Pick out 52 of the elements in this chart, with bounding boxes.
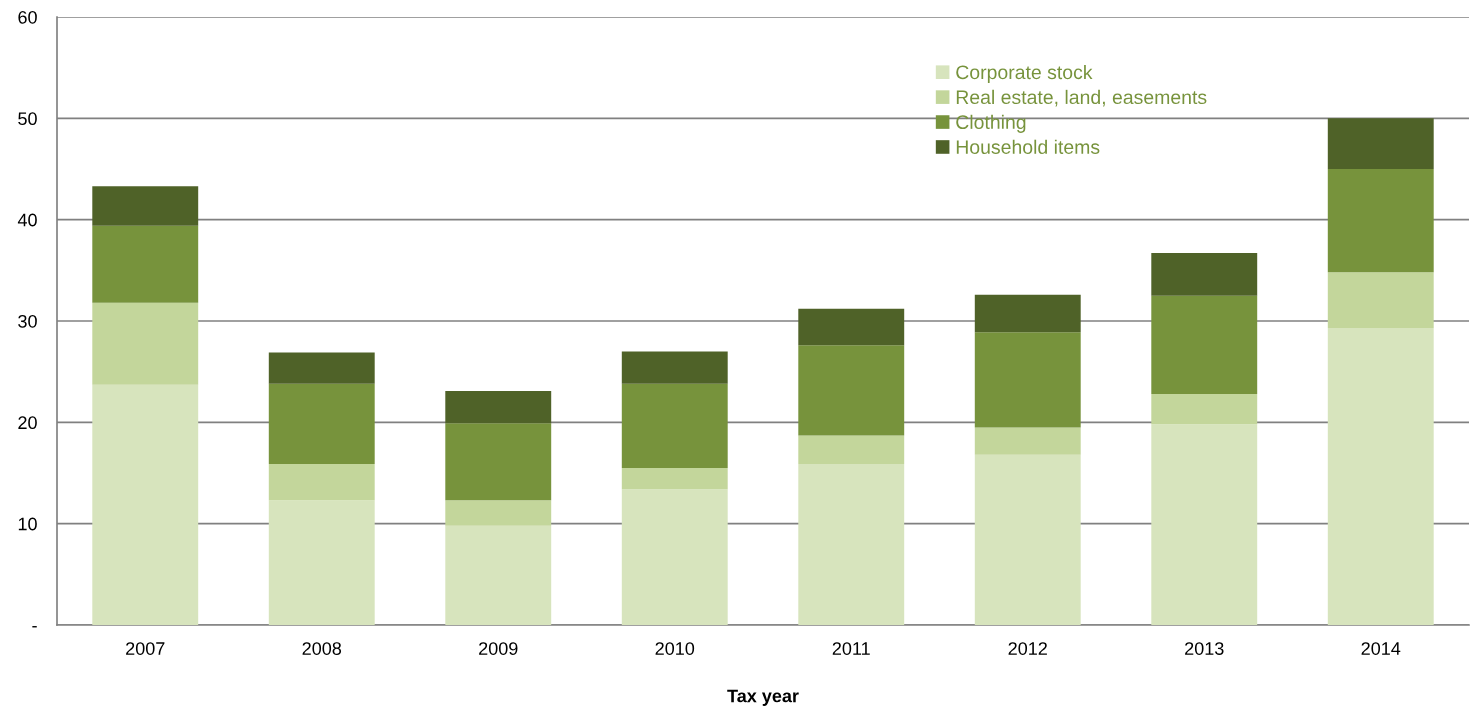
bar — [621, 383, 728, 468]
bar — [621, 467, 728, 490]
legend-label: Real estate, land, easements — [956, 89, 1207, 107]
bar — [92, 186, 199, 226]
bar — [1327, 118, 1434, 169]
bar — [1327, 328, 1434, 625]
bar — [92, 302, 199, 385]
bar — [1151, 424, 1258, 625]
y-tick-label: - — [32, 626, 37, 628]
bar — [92, 384, 199, 625]
x-tick-label: 2012 — [1008, 642, 1047, 655]
bar — [974, 454, 1081, 625]
x-tick-label: 2008 — [302, 642, 342, 655]
bar — [621, 351, 728, 384]
bar — [445, 423, 552, 501]
bar — [445, 390, 552, 424]
bar — [268, 500, 375, 625]
y-tick-label: 30 — [18, 314, 37, 328]
x-tick-label: 2013 — [1185, 642, 1224, 655]
bar — [1327, 272, 1434, 329]
y-tick-label: 40 — [17, 213, 37, 227]
y-tick-label: 10 — [18, 517, 37, 531]
bar — [798, 308, 905, 346]
bar — [445, 500, 552, 526]
y-tick-label: 60 — [18, 10, 37, 24]
y-tick-label: 20 — [18, 416, 37, 430]
x-axis-title: Tax year — [727, 689, 799, 706]
bar — [445, 525, 552, 625]
legend-label: Household items — [956, 139, 1100, 154]
bar — [1151, 393, 1258, 425]
bar — [268, 383, 375, 464]
bar — [1151, 295, 1258, 394]
bar — [92, 225, 199, 303]
x-tick-label: 2014 — [1361, 642, 1401, 655]
legend-label: Clothing — [956, 114, 1026, 133]
bar — [268, 352, 375, 384]
bar — [974, 294, 1081, 333]
x-tick-label: 2007 — [126, 642, 165, 655]
bar — [621, 489, 728, 625]
x-tick-label: 2009 — [479, 642, 518, 655]
bar — [1151, 253, 1258, 296]
bar — [798, 463, 905, 625]
bar — [268, 463, 375, 501]
bar — [974, 427, 1081, 455]
x-tick-label: 2010 — [655, 642, 695, 655]
bar — [798, 435, 905, 464]
y-tick-label: 50 — [18, 112, 37, 126]
legend-label: Corporate stock — [956, 64, 1093, 84]
x-tick-label: 2011 — [832, 642, 870, 655]
bar — [798, 345, 905, 436]
bar — [1327, 169, 1434, 273]
bar — [974, 332, 1081, 428]
